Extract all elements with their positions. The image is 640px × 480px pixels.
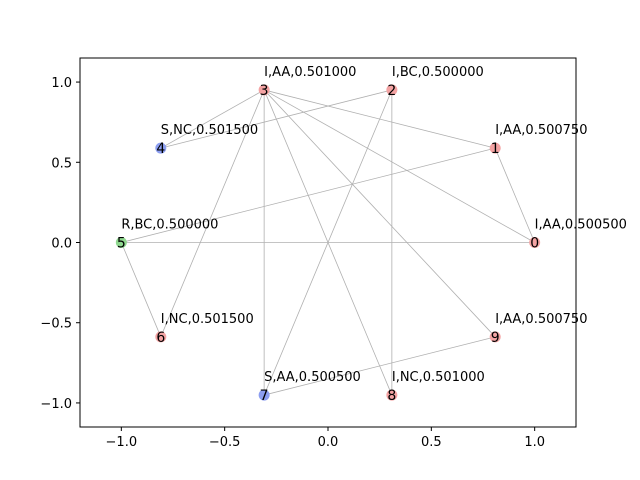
y-tick-label-4: 1.0 (51, 76, 72, 91)
node-7-label: S,AA,0.500500 (264, 370, 361, 385)
edge-3-9 (263, 89, 496, 338)
node-7-marker (258, 389, 270, 401)
x-tick-label-4: 1.0 (524, 435, 545, 450)
node-1-id: 1 (491, 141, 500, 157)
node-2-label: I,BC,0.500000 (392, 65, 484, 80)
node-5-id: 5 (117, 236, 126, 252)
edge-3-0 (263, 89, 535, 243)
x-tick-label-1: −0.5 (209, 435, 241, 450)
edge-1-0 (494, 148, 536, 243)
node-0-label: I,AA,0.500500 (535, 218, 627, 233)
x-tick-label-3: 0.5 (421, 435, 442, 450)
node-2-id: 2 (387, 83, 396, 99)
y-tick-label-0: −1.0 (40, 397, 72, 412)
node-9-marker (489, 331, 501, 343)
edge-3-6 (160, 89, 265, 337)
node-8-id: 8 (387, 388, 396, 404)
node-8-label: I,NC,0.501000 (392, 370, 485, 385)
node-0-marker (529, 237, 541, 248)
node-3-label: I,AA,0.501000 (264, 65, 356, 80)
node-9-label: I,AA,0.500750 (495, 312, 587, 327)
nodes-layer: 0 I,AA,0.500500 1 I,AA,0.500750 2 I,BC,0.5000… (115, 65, 627, 404)
node-6-marker (155, 331, 167, 343)
edge-3-4 (160, 89, 265, 149)
node-5-marker (115, 237, 127, 248)
node-1-marker (489, 142, 501, 154)
node-6-id: 6 (156, 330, 165, 346)
node-5-label: R,BC,0.500000 (121, 218, 218, 233)
node-3-id: 3 (260, 83, 269, 99)
node-3-marker (258, 84, 270, 96)
node-7-id: 7 (260, 388, 269, 404)
node-0-id: 0 (530, 236, 539, 252)
edges-layer (120, 89, 536, 396)
x-tick-label-0: −1.0 (106, 435, 138, 450)
node-2-marker (386, 84, 398, 96)
node-1-label: I,AA,0.500750 (495, 123, 587, 138)
node-8-marker (386, 389, 398, 401)
y-tick-label-1: −0.5 (40, 317, 72, 332)
y-tick-label-3: 0.5 (51, 156, 72, 171)
node-4-id: 4 (156, 141, 165, 157)
node-4-marker (155, 142, 167, 154)
edge-2-4 (160, 89, 392, 149)
edge-1-5 (121, 147, 496, 243)
axes-layer: −1.0 −0.5 0.0 0.5 1.0 −1.0 −0.5 0.0 0.5 1.0 (40, 57, 577, 450)
node-9-id: 9 (491, 330, 500, 346)
edge-7-9 (264, 336, 496, 396)
edge-5-6 (120, 242, 162, 337)
y-tick-label-2: 0.0 (51, 237, 72, 252)
x-tick-label-2: 0.0 (318, 435, 339, 450)
node-6-label: I,NC,0.501500 (161, 312, 254, 327)
node-4-label: S,NC,0.501500 (161, 123, 258, 138)
